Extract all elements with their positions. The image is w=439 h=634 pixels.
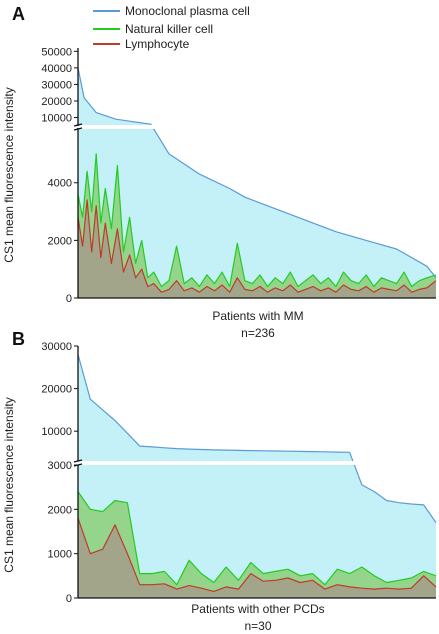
series-line-lymph: [77, 199, 437, 293]
y-axis-title-a: CS1 mean fluorescence intensity: [2, 87, 16, 262]
legend-label-plasma: Monoclonal plasma cell: [125, 4, 250, 18]
area-lymph: [78, 518, 436, 598]
plot-area-a: 0 2000 4000 10000 20000 30000 40000 50000: [41, 46, 438, 305]
panel-a: A Monoclonal plasma cell Natural killer …: [2, 4, 438, 340]
y-tick-label: 20000: [41, 384, 72, 396]
x-axis-title-b: Patients with other PCDs: [191, 602, 324, 616]
y-tick-label: 1000: [48, 549, 72, 561]
axis-break-band: [74, 125, 438, 129]
series-line-plasma: [77, 354, 437, 523]
panel-a-label: A: [12, 4, 25, 24]
panel-b: B 0 1000 2000 3000 10000 20000 30000 CS1 mean …: [2, 329, 438, 633]
y-tick-label: 0: [66, 593, 72, 605]
area-plasma: [78, 67, 436, 299]
y-tick-label: 2000: [48, 235, 72, 247]
y-tick-label: 2000: [48, 504, 72, 516]
x-axis-title-a: Patients with MM: [212, 309, 303, 323]
y-axis-title-b: CS1 mean fluorescence intensity: [2, 397, 16, 572]
legend-label-nk: Natural killer cell: [125, 22, 213, 36]
y-tick-label: 10000: [41, 426, 72, 438]
area-plasma: [78, 354, 436, 598]
n-label-a: n=236: [241, 326, 275, 340]
series-line-nk: [77, 153, 437, 288]
series-line-nk: [77, 491, 437, 586]
axis-break-mark: [73, 123, 83, 127]
axis-break-mark: [73, 459, 83, 463]
y-tick-label: 30000: [41, 79, 72, 91]
y-tick-label: 50000: [41, 46, 72, 58]
y-tick-label: 0: [66, 293, 72, 305]
series-line-lymph: [77, 518, 437, 592]
y-tick-label: 4000: [48, 178, 72, 190]
y-tick-label: 40000: [41, 63, 72, 75]
plot-area-b: 0 1000 2000 3000 10000 20000 30000: [41, 341, 438, 605]
series-line-plasma: [77, 67, 437, 279]
panel-b-label: B: [12, 329, 25, 349]
y-tick-label: 10000: [41, 113, 72, 125]
legend-label-lymph: Lymphocyte: [125, 37, 190, 51]
n-label-b: n=30: [244, 619, 271, 633]
axis-break-mark: [73, 127, 83, 131]
legend: Monoclonal plasma cell Natural killer ce…: [93, 4, 250, 51]
y-tick-label: 30000: [41, 341, 72, 353]
y-tick-label: 20000: [41, 96, 72, 108]
axis-break-band: [74, 461, 438, 465]
y-tick-label: 3000: [48, 460, 72, 472]
